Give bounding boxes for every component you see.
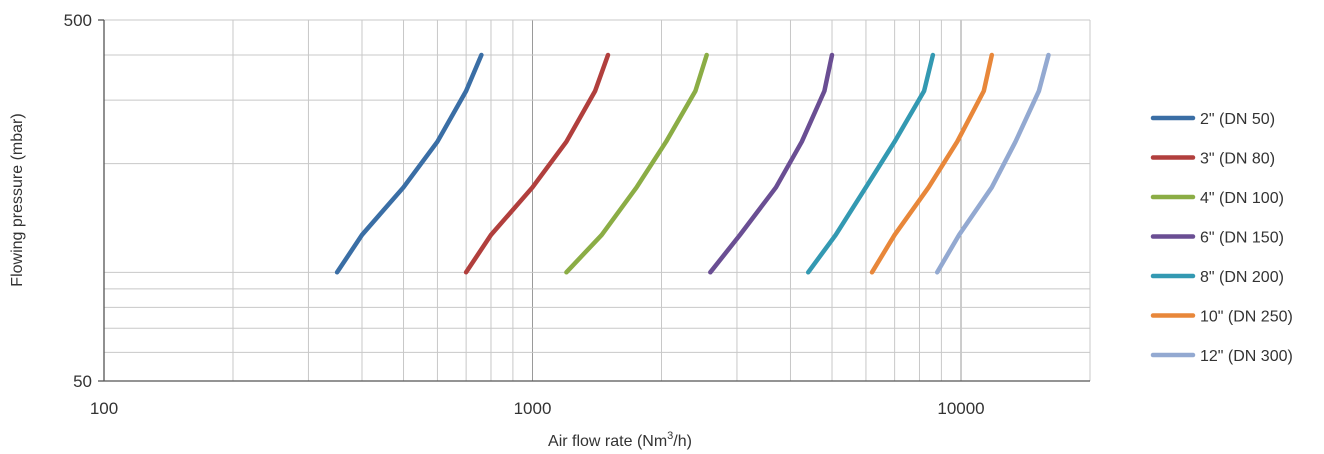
series-line-5	[805, 52, 936, 275]
legend-label: 12" (DN 300)	[1200, 348, 1293, 365]
legend-label: 3" (DN 80)	[1200, 151, 1275, 168]
x-axis-title-main: Air flow rate (Nm	[548, 433, 667, 450]
axes	[98, 19, 1090, 382]
x-tick-label: 100	[90, 399, 118, 418]
gridlines	[104, 19, 1091, 381]
series-line-7	[934, 52, 1051, 275]
x-tick-label: 10000	[937, 399, 984, 418]
y-tick-label: 500	[64, 11, 92, 30]
x-axis-title: Air flow rate (Nm3/h)	[548, 430, 692, 450]
x-axis-title-tail: /h)	[673, 433, 692, 450]
legend-label: 4" (DN 100)	[1200, 190, 1284, 207]
series-line-2	[463, 52, 611, 275]
x-axis-title-sup: 3	[667, 430, 673, 442]
y-tick-label: 50	[73, 372, 92, 391]
series-line-1	[334, 52, 484, 275]
series-lines	[334, 52, 1051, 275]
legend-label: 2" (DN 50)	[1200, 111, 1275, 128]
legend-label: 10" (DN 250)	[1200, 309, 1293, 326]
series-line-3	[564, 52, 709, 275]
series-line-4	[708, 52, 835, 275]
tick-labels: 100 1000 10000 500 50	[64, 11, 985, 418]
series-line-6	[869, 52, 995, 275]
legend-label: 8" (DN 200)	[1200, 269, 1284, 286]
legend: 2" (DN 50) 3" (DN 80) 4" (DN 100) 6" (DN 15…	[1150, 111, 1293, 365]
y-axis-title: Flowing pressure (mbar)	[9, 113, 26, 286]
legend-label: 6" (DN 150)	[1200, 230, 1284, 247]
x-tick-label: 1000	[514, 399, 552, 418]
